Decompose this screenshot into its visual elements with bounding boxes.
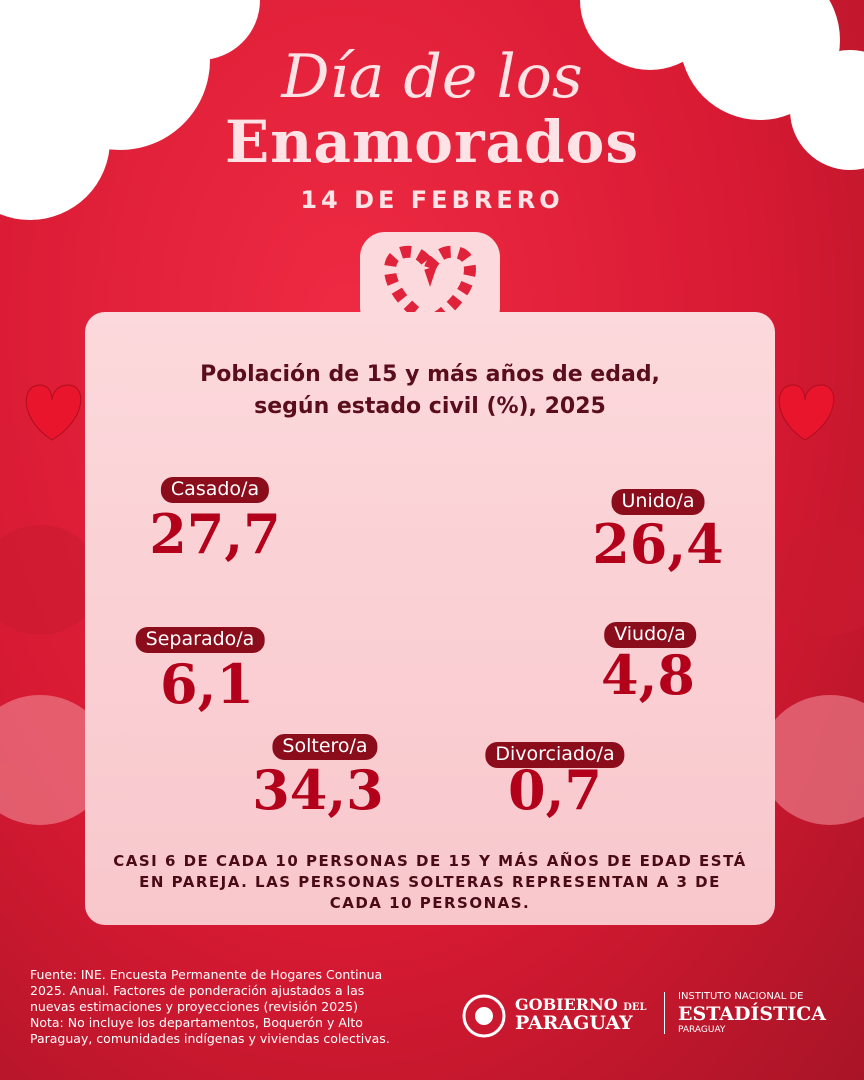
heart-badge — [360, 232, 500, 332]
cloud — [0, 0, 864, 220]
ine-logo-line: PARAGUAY — [678, 1025, 726, 1035]
source: Fuente: INE. Encuesta Permanente de Hoga… — [30, 967, 383, 982]
card-title: Población de 15 y más años de edad, — [200, 362, 660, 387]
gov-logo-line: PARAGUAY — [515, 1012, 633, 1034]
main-title: Enamorados — [224, 108, 640, 176]
divider — [664, 992, 665, 1034]
stat-value: 0,7 — [508, 758, 602, 822]
ine-logo-line: INSTITUTO NACIONAL DE — [678, 991, 804, 1002]
side-heart — [25, 384, 835, 441]
stat-label: Separado/a — [135, 627, 265, 653]
gov-logo-del: DEL — [623, 1002, 647, 1013]
stat-label: Unido/a — [611, 489, 705, 515]
summary: CASI 6 DE CADA 10 PERSONAS DE 15 Y MÁS A… — [113, 852, 747, 870]
script-title: Día de los — [281, 42, 583, 112]
bg-heart — [0, 525, 864, 825]
summary: CADA 10 PERSONAS. — [329, 894, 531, 912]
summary: EN PAREJA. LAS PERSONAS SOLTERAS REPRESE… — [139, 873, 721, 891]
stat-label: Viudo/a — [604, 622, 696, 648]
stat-value: 6,1 — [160, 652, 254, 716]
source: Nota: No incluye los departamentos, Boqu… — [30, 1015, 363, 1030]
stat-value: 26,4 — [592, 512, 724, 576]
card-title: según estado civil (%), 2025 — [254, 394, 606, 419]
seal — [462, 994, 506, 1038]
card — [85, 312, 775, 925]
date: 14 DE FEBRERO — [300, 186, 564, 214]
ine-logo-line: ESTADÍSTICA — [678, 1003, 827, 1025]
source: 2025. Anual. Factores de ponderación aju… — [30, 983, 365, 998]
stat-label: Divorciado/a — [485, 742, 625, 768]
source: nuevas estimaciones y proyecciones (revi… — [30, 999, 358, 1014]
source: Paraguay, comunidades indígenas y vivien… — [30, 1031, 390, 1046]
stat-value: 27,7 — [149, 502, 281, 566]
stat-value: 4,8 — [601, 643, 695, 707]
stat-value: 34,3 — [252, 758, 384, 822]
gov-logo-line: GOBIERNO — [515, 995, 618, 1014]
stat-label: Soltero/a — [272, 734, 378, 760]
gov-logo: GOBIERNO DEL — [515, 995, 647, 1014]
stat-label: Casado/a — [160, 477, 270, 503]
